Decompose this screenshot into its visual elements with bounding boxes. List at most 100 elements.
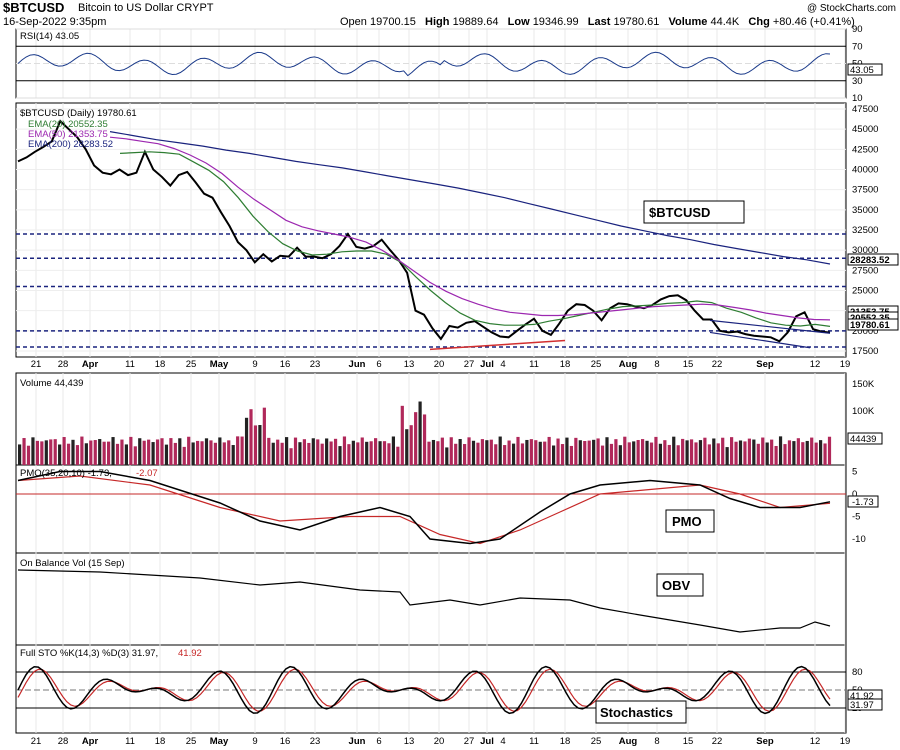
- volume-bar: [765, 442, 769, 465]
- x-tick-label: 11: [125, 359, 135, 370]
- volume-bar: [698, 440, 703, 465]
- volume-bar: [694, 442, 698, 465]
- volume-bar: [552, 445, 556, 465]
- last-price-value: 19780.61: [850, 320, 890, 331]
- low-value: 19346.99: [532, 16, 579, 28]
- volume-bar: [556, 438, 560, 465]
- price-label: $BTCUSD (Daily) 19780.61: [20, 108, 137, 119]
- volume-bar: [147, 439, 151, 465]
- price-line: [17, 119, 831, 343]
- x-tick-label: 21: [31, 736, 42, 747]
- ema20-label: EMA(20) 20552.35: [28, 119, 108, 130]
- obv-line: [17, 569, 831, 633]
- volume-bar: [507, 440, 511, 465]
- volume-bar: [511, 443, 516, 465]
- price-tick: 30000: [852, 245, 878, 256]
- volume-bar: [236, 436, 240, 465]
- volume-bar: [124, 444, 128, 465]
- volume-bar: [520, 443, 525, 465]
- volume-bar: [454, 443, 458, 465]
- volume-bar: [503, 445, 507, 465]
- x-tick-label: 16: [280, 736, 291, 747]
- x-tick-label: 27: [464, 736, 475, 747]
- price-tick: 35000: [852, 205, 878, 216]
- volume-bar: [213, 442, 217, 465]
- x-tick-label: 4: [500, 736, 505, 747]
- volume-bar: [565, 437, 569, 465]
- chg-label: Chg: [748, 16, 770, 28]
- ema200-value: 28283.52: [850, 255, 890, 266]
- volume-bar: [819, 440, 823, 465]
- btc-annotation-box: [643, 200, 745, 224]
- volume-bar: [298, 442, 302, 465]
- volume-bar: [93, 440, 97, 465]
- volume-bar: [681, 438, 685, 465]
- ema50-label: EMA(50) 21353.75: [28, 129, 108, 140]
- volume-bar: [391, 436, 395, 465]
- volume-bar: [49, 439, 53, 465]
- volume-bar: [89, 440, 93, 465]
- x-tick-label: 9: [252, 359, 257, 370]
- price-tick: 45000: [852, 124, 878, 135]
- volume-bar: [329, 441, 333, 465]
- x-tick-label: 23: [310, 736, 321, 747]
- pmo-tick: 0: [852, 489, 857, 500]
- volume-bar: [409, 425, 413, 465]
- ema20-line: [119, 151, 831, 327]
- volume-tick: 100K: [852, 406, 875, 417]
- volume-bar: [672, 436, 676, 465]
- wedge-trendline: [709, 331, 811, 349]
- pmo-tick: 5: [852, 467, 857, 478]
- x-tick-label: 18: [560, 359, 571, 370]
- last-value: 19780.61: [613, 16, 660, 28]
- volume-bar: [587, 440, 591, 465]
- volume-bar: [752, 439, 756, 465]
- rsi-tick: 30: [852, 76, 863, 87]
- chart-date: 16-Sep-2022 9:35pm: [3, 16, 107, 28]
- volume-bar: [516, 436, 520, 465]
- volume-bar: [663, 440, 667, 465]
- volume-bar: [792, 441, 796, 465]
- volume-bar: [489, 439, 493, 465]
- rsi-line: [17, 51, 831, 77]
- panel-frames: [15, 28, 847, 734]
- ema200-label: EMA(200) 28283.52: [28, 139, 113, 150]
- price-tick: 20000: [852, 326, 878, 337]
- x-tick-label: 25: [591, 736, 602, 747]
- rsi-value-badge: [847, 63, 883, 76]
- volume-bar: [636, 439, 640, 465]
- sto-k-line: [17, 665, 831, 715]
- quote-bar: Open 19700.15 High 19889.64 Low 19346.99…: [340, 16, 855, 28]
- volume-bar: [627, 442, 631, 465]
- low-label: Low: [507, 16, 530, 28]
- sto-tick: 80: [852, 667, 863, 678]
- pmo-tick: -10: [852, 534, 866, 545]
- volume-bar: [191, 442, 195, 465]
- volume-bar: [560, 444, 565, 465]
- volume-bar: [369, 441, 373, 465]
- x-tick-label: 27: [464, 359, 475, 370]
- price-tick: 27500: [852, 265, 878, 276]
- pmo-signal-label: -2.07: [136, 468, 158, 479]
- rsi-tick: 10: [852, 93, 863, 104]
- pmo-signal-line: [17, 475, 831, 545]
- pmo-value: -1.73: [852, 497, 874, 508]
- chart-header: $BTCUSD Bitcoin to US Dollar CRYPT 16-Se…: [0, 0, 900, 28]
- x-tick-label: 12: [810, 736, 821, 747]
- x-tick-label: Apr: [82, 736, 99, 747]
- volume-bar: [734, 441, 738, 465]
- volume-bar: [378, 441, 382, 465]
- volume-bar: [596, 438, 600, 465]
- x-tick-label: 19: [840, 359, 851, 370]
- volume-bar: [187, 436, 191, 465]
- price-tick: 32500: [852, 225, 878, 236]
- x-tick-label: 21: [31, 359, 42, 370]
- volume-bar: [351, 440, 355, 465]
- volume-bar: [289, 448, 293, 465]
- volume-bar: [458, 439, 462, 465]
- pmo-annotation: PMO: [672, 514, 702, 529]
- volume-bar: [689, 439, 694, 465]
- x-tick-label: 19: [840, 736, 851, 747]
- volume-bar: [75, 445, 80, 465]
- volume-bar: [529, 439, 533, 465]
